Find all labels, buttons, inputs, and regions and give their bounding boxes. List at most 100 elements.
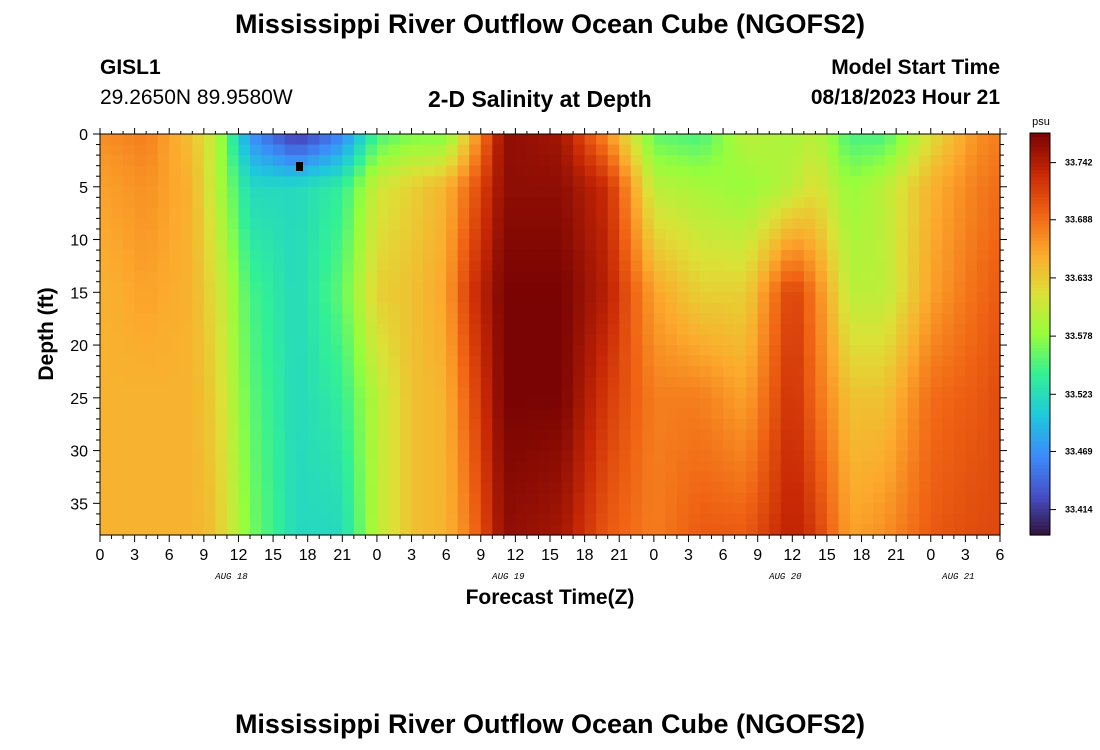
- heatmap-cell: [411, 228, 424, 241]
- heatmap-cell: [100, 165, 113, 177]
- heatmap-cell: [307, 281, 320, 293]
- colorbar-swatch: [1030, 461, 1050, 466]
- colorbar-swatch: [1030, 300, 1050, 305]
- heatmap-cell: [953, 524, 966, 536]
- heatmap-cell: [607, 387, 620, 399]
- heatmap-cell: [515, 408, 528, 420]
- heatmap-cell: [480, 471, 493, 483]
- heatmap-cell: [434, 376, 447, 388]
- heatmap-cell: [803, 397, 816, 409]
- heatmap-cell: [111, 397, 124, 409]
- heatmap-cell: [815, 281, 828, 293]
- heatmap-cell: [550, 250, 563, 262]
- heatmap-cell: [411, 176, 424, 188]
- heatmap-cell: [861, 376, 874, 388]
- heatmap-cell: [976, 218, 990, 230]
- heatmap-cell: [180, 165, 193, 177]
- heatmap-cell: [653, 418, 666, 431]
- heatmap-cell: [965, 513, 978, 526]
- heatmap-cell: [100, 513, 113, 526]
- heatmap-cell: [561, 482, 574, 494]
- heatmap-cell: [642, 186, 655, 198]
- heatmap-cell: [942, 197, 955, 209]
- heatmap-cell: [273, 355, 286, 367]
- heatmap-cell: [550, 461, 563, 473]
- x-tick-label: 3: [684, 547, 693, 564]
- heatmap-cell: [203, 155, 216, 167]
- heatmap-cell: [273, 334, 286, 346]
- heatmap-cell: [423, 334, 436, 346]
- heatmap-cell: [653, 524, 666, 536]
- heatmap-cell: [988, 144, 1001, 156]
- heatmap-cell: [226, 228, 240, 241]
- heatmap-cell: [619, 239, 632, 251]
- heatmap-cell: [873, 471, 886, 483]
- heatmap-cell: [157, 376, 170, 388]
- heatmap-cell: [746, 450, 759, 462]
- heatmap-cell: [330, 302, 343, 314]
- heatmap-cell: [873, 355, 886, 367]
- heatmap-cell: [446, 302, 459, 314]
- x-tick-label: 18: [299, 547, 317, 564]
- heatmap-cell: [307, 197, 320, 209]
- heatmap-cell: [965, 239, 978, 251]
- heatmap-cell: [123, 482, 136, 494]
- heatmap-cell: [907, 271, 920, 283]
- heatmap-cell: [988, 366, 1001, 378]
- heatmap-cell: [873, 408, 886, 420]
- heatmap-cell: [134, 260, 147, 272]
- heatmap-cell: [480, 176, 493, 188]
- heatmap-cell: [434, 323, 447, 336]
- heatmap-cell: [896, 376, 909, 388]
- heatmap-cell: [296, 418, 309, 431]
- heatmap-cell: [803, 471, 816, 483]
- heatmap-cell: [861, 397, 874, 409]
- heatmap-cell: [538, 302, 551, 314]
- heatmap-cell: [376, 334, 390, 346]
- heatmap-cell: [803, 366, 816, 378]
- heatmap-cell: [700, 397, 713, 409]
- heatmap-cell: [492, 302, 505, 314]
- heatmap-cell: [700, 281, 713, 293]
- heatmap-cell: [573, 418, 586, 431]
- heatmap-cell: [919, 376, 932, 388]
- heatmap-cell: [134, 450, 147, 462]
- heatmap-cell: [342, 440, 355, 452]
- heatmap-cell: [746, 239, 759, 251]
- heatmap-cell: [526, 186, 540, 198]
- heatmap-cell: [123, 250, 136, 262]
- heatmap-cell: [365, 397, 378, 409]
- x-tick-label: 9: [199, 547, 208, 564]
- heatmap-cell: [261, 471, 274, 483]
- heatmap-cell: [792, 250, 805, 262]
- heatmap-cell: [815, 440, 828, 452]
- heatmap-cell: [850, 197, 863, 209]
- heatmap-cell: [526, 429, 540, 441]
- heatmap-cell: [469, 271, 482, 283]
- heatmap-cell: [723, 429, 736, 441]
- heatmap-cell: [584, 366, 597, 378]
- heatmap-cell: [388, 281, 401, 293]
- heatmap-cell: [815, 250, 828, 262]
- heatmap-cell: [296, 144, 309, 156]
- heatmap-cell: [100, 503, 113, 515]
- heatmap-cell: [561, 144, 574, 156]
- heatmap-cell: [376, 397, 390, 409]
- heatmap-cell: [688, 134, 701, 146]
- heatmap-cell: [988, 186, 1001, 198]
- heatmap-cell: [215, 418, 228, 431]
- heatmap-cell: [423, 144, 436, 156]
- heatmap-cell: [953, 492, 966, 504]
- heatmap-cell: [861, 228, 874, 241]
- heatmap-cell: [480, 524, 493, 536]
- heatmap-cell: [665, 197, 678, 209]
- heatmap-cell: [388, 461, 401, 473]
- y-tick-label: 5: [79, 180, 88, 197]
- heatmap-cell: [815, 471, 828, 483]
- heatmap-cell: [100, 387, 113, 399]
- heatmap-cell: [146, 408, 159, 420]
- heatmap-cell: [826, 165, 840, 177]
- heatmap-cell: [515, 239, 528, 251]
- colorbar-swatch: [1030, 437, 1050, 442]
- heatmap-cell: [480, 334, 493, 346]
